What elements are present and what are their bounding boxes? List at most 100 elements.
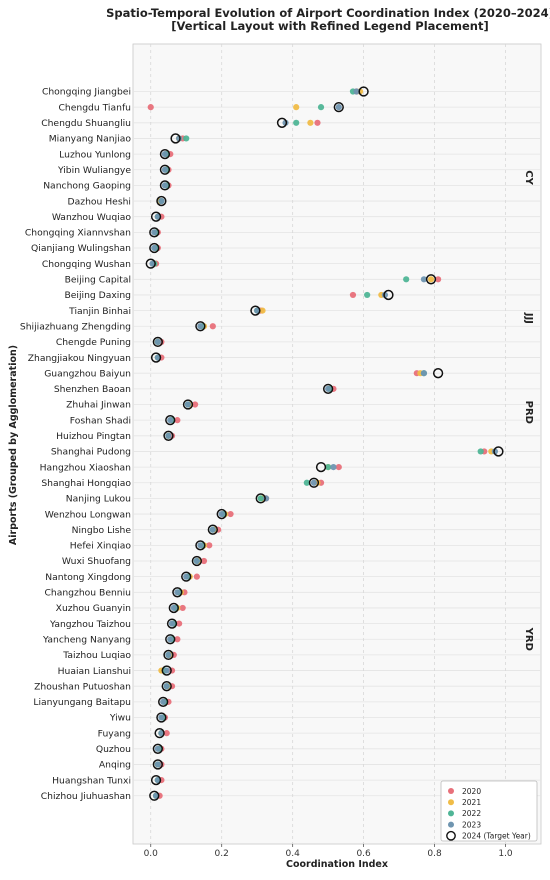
airport-label: Zhangjiakou Ningyuan: [28, 353, 131, 364]
airport-label: Shijiazhuang Zhengding: [20, 321, 131, 332]
airport-label: Wenzhou Longwan: [45, 509, 131, 520]
airport-label: Lianyungang Baitapu: [33, 697, 131, 708]
point-2023: [381, 291, 388, 299]
point-2023: [184, 401, 192, 408]
point-2023: [160, 698, 167, 705]
group-label-cy: CY: [523, 170, 534, 185]
legend-label: 2020: [462, 787, 481, 796]
airport-label: Tianjin Binhai: [68, 306, 131, 317]
point-2020: [176, 620, 183, 627]
point-2020: [200, 557, 208, 565]
point-2023: [161, 166, 169, 173]
point-2021: [427, 276, 435, 283]
point-2024-target: [159, 180, 171, 191]
airport-label: Beijing Daxing: [64, 290, 131, 301]
airport-label: Yiwu: [109, 713, 131, 724]
plot-area: [132, 43, 542, 845]
point-2023: [491, 448, 498, 455]
airport-label: Shanghai Hongqiao: [41, 478, 131, 489]
point-2024-target: [195, 540, 206, 551]
point-2024-target: [207, 524, 218, 535]
airport-label: Chongqing Jiangbei: [42, 87, 131, 98]
point-2023: [183, 573, 190, 580]
point-2023: [151, 244, 158, 252]
point-2021: [293, 104, 300, 111]
point-2024-target: [158, 696, 169, 707]
point-2023: [165, 432, 172, 439]
point-2023: [151, 229, 158, 236]
point-2024-target: [165, 415, 176, 426]
point-2024-target: [216, 508, 227, 520]
point-2024-target: [170, 133, 181, 144]
airport-label: Yangzhou Taizhou: [49, 619, 131, 630]
group-label-prd: PRD: [523, 401, 534, 424]
point-2024-target: [432, 368, 444, 379]
x-tick-label: 0.8: [427, 849, 442, 859]
airport-label: Taizhou Luqiao: [62, 650, 131, 661]
point-2024-target: [150, 774, 162, 786]
y-axis-airport-labels: Chongqing Jiangbei Chengdu Tianfu Chengdu …: [20, 87, 131, 802]
point-2024-target: [152, 759, 163, 770]
agglomeration-group-labels: CY JJJ PRD YRD: [523, 170, 534, 651]
point-2024-target: [150, 352, 162, 363]
legend-marker-2024: [446, 830, 456, 841]
airport-label: Huaian Lianshui: [58, 666, 131, 677]
airport-label: Nanjing Lukou: [66, 494, 131, 505]
x-axis-title: Coordination Index: [286, 859, 388, 870]
point-2023: [335, 104, 342, 111]
point-2023: [420, 276, 428, 283]
point-2023: [197, 542, 204, 549]
point-2022: [364, 291, 371, 299]
point-2024-target: [159, 148, 171, 160]
airport-label: Nantong Xingdong: [45, 572, 131, 583]
point-2022: [325, 464, 332, 471]
airport-label: Chengdu Tianfu: [58, 102, 131, 113]
point-2024-target: [358, 86, 369, 97]
chart-title-line-1: Spatio-Temporal Evolution of Airport Coo…: [106, 6, 550, 20]
legend-marker-2020: [448, 788, 454, 794]
airport-label: Zhoushan Putuoshan: [34, 681, 131, 692]
airport-label: Mianyang Nanjiao: [49, 134, 132, 145]
point-2024-target: [333, 102, 344, 113]
point-2020: [174, 417, 181, 424]
point-2020: [163, 730, 170, 737]
point-2023: [165, 651, 172, 659]
x-tick-label: 0.4: [285, 849, 300, 859]
point-2023: [197, 323, 204, 330]
legend-label: 2023: [462, 820, 481, 829]
point-2023: [152, 792, 160, 799]
point-2023: [158, 197, 165, 205]
airport-label: Changzhou Benniu: [44, 588, 131, 599]
point-2023: [163, 667, 170, 674]
airport-label: Yancheng Nanyang: [42, 634, 131, 645]
point-2023: [154, 338, 161, 345]
vertical-gridlines: [150, 44, 506, 844]
point-2024-target: [149, 790, 160, 801]
x-tick-label: 0.6: [356, 849, 371, 859]
point-2024-target: [150, 211, 162, 222]
point-2024-target: [308, 477, 320, 488]
point-2023: [218, 510, 225, 518]
point-2023: [167, 417, 174, 424]
point-2023: [154, 354, 161, 361]
point-2023: [174, 589, 181, 596]
point-2024-target: [181, 571, 192, 582]
point-2024-target: [165, 634, 176, 645]
point-2024-target: [166, 618, 178, 629]
legend-label: 2024 (Target Year): [462, 832, 531, 841]
point-2023: [330, 464, 337, 471]
x-axis-ticks: 0.0 0.2 0.4 0.6 0.8 1.0: [144, 844, 513, 859]
airport-label: Xuzhou Guanyin: [56, 603, 132, 614]
point-2024-target: [161, 665, 172, 676]
airport-label: Dazhou Heshi: [68, 196, 131, 207]
point-2024-target: [163, 649, 174, 661]
point-2023: [310, 479, 318, 486]
x-tick-label: 1.0: [498, 849, 513, 859]
point-2024-target: [156, 712, 167, 723]
airport-label: Foshan Shadi: [70, 415, 131, 426]
airport-label: Chengdu Shuangliu: [41, 118, 131, 129]
airport-label: Guangzhou Baiyun: [44, 368, 131, 379]
legend-marker-2022: [448, 810, 454, 817]
point-2023: [149, 260, 156, 267]
